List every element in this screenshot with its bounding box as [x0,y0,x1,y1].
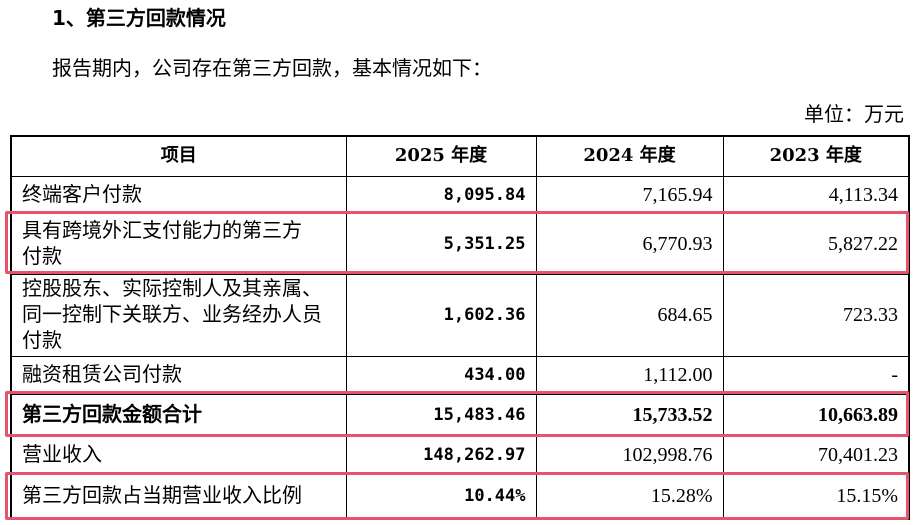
value-cell: 10,663.89 [722,393,910,437]
label-line: 融资租赁公司付款 [22,364,182,386]
value-cell: 102,998.76 [535,435,724,475]
intro-text: 报告期内，公司存在第三方回款，基本情况如下： [52,58,492,80]
column-header: 项目 [10,135,347,177]
label-line: 第三方回款金额合计 [22,404,202,426]
label-line: 营业收入 [22,444,102,466]
column-header: 2023 年度 [722,135,910,177]
row-label: 具有跨境外汇支付能力的第三方 付款 [10,212,347,275]
label-line: 第三方回款占当期营业收入比例 [22,485,302,508]
table-row: 控股股东、实际控制人及其亲属、 同一控制下关联方、业务经办人员 付款 1,602.36… [10,273,910,357]
header-row: 项目 2025 年度 2024 年度 2023 年度 [10,135,910,177]
label-line: 付款 [22,330,62,352]
value-cell: 10.44% [345,473,537,520]
value-cell: 15,483.46 [345,393,537,437]
value-cell: 5,827.22 [722,212,910,275]
value-cell: 70,401.23 [722,435,910,475]
value-cell: 15,733.52 [535,393,724,437]
value-cell: 723.33 [722,273,910,357]
label-line: 付款 [22,245,62,268]
value-cell: 15.15% [722,473,910,520]
value-cell: 148,262.97 [345,435,537,475]
unit-label: 单位：万元 [804,104,904,126]
value-cell: 15.28% [535,473,724,520]
row-label: 营业收入 [10,435,347,475]
value-cell: - [722,355,910,395]
data-table: 项目 2025 年度 2024 年度 2023 年度 终端客户付款 8,095.84 7,… [10,135,910,520]
column-header: 2025 年度 [345,135,537,177]
table-row: 第三方回款金额合计 15,483.46 15,733.52 10,663.89 [10,393,910,437]
value-cell: 1,602.36 [345,273,537,357]
label-line: 终端客户付款 [22,183,142,206]
row-label: 控股股东、实际控制人及其亲属、 同一控制下关联方、业务经办人员 付款 [10,273,347,357]
column-header: 2024 年度 [535,135,724,177]
value-cell: 8,095.84 [345,175,537,214]
row-label: 第三方回款金额合计 [10,393,347,437]
table-row: 融资租赁公司付款 434.00 1,112.00- [10,355,910,395]
label-line: 控股股东、实际控制人及其亲属、 [22,278,322,300]
table-row: 第三方回款占当期营业收入比例 10.44% 15.28% 15.15% [10,473,910,520]
section-title: 1、第三方回款情况 [52,6,226,30]
value-cell: 434.00 [345,355,537,395]
label-line: 具有跨境外汇支付能力的第三方 [22,219,302,242]
value-cell: 684.65 [535,273,724,357]
value-cell: 7,165.94 [535,175,724,214]
value-cell: 6,770.93 [535,212,724,275]
table-row: 具有跨境外汇支付能力的第三方 付款 5,351.25 6,770.93 5,827.22 [10,212,910,275]
value-cell: 4,113.34 [722,175,910,214]
value-cell: 5,351.25 [345,212,537,275]
row-label: 融资租赁公司付款 [10,355,347,395]
row-label: 终端客户付款 [10,175,347,214]
label-line: 同一控制下关联方、业务经办人员 [22,304,322,326]
value-cell: 1,112.00 [535,355,724,395]
row-label: 第三方回款占当期营业收入比例 [10,473,347,520]
table-row: 营业收入 148,262.97 102,998.76 70,401.23 [10,435,910,475]
table-row: 终端客户付款 8,095.84 7,165.94 4,113.34 [10,175,910,214]
